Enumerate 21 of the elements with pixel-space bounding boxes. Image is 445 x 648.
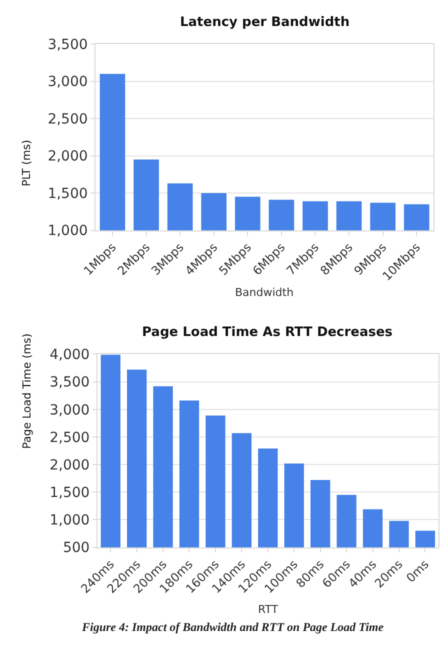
x-axis-title: Bandwidth xyxy=(235,286,294,299)
y-axis-title: Page Load Time (ms) xyxy=(20,333,34,449)
caption: Figure 4: Impact of Bandwidth and RTT on Page Load Time xyxy=(81,620,384,634)
y-axis-title: PLT (ms) xyxy=(20,140,33,186)
chart-title: Latency per Bandwidth xyxy=(180,15,350,30)
y-tick-label: 500 xyxy=(62,540,90,556)
y-tick-label: 1,000 xyxy=(48,223,88,240)
x-axis-title: RTT xyxy=(258,603,278,616)
y-tick-label: 2,500 xyxy=(48,111,88,128)
y-tick-label: 3,500 xyxy=(48,36,88,53)
y-tick-label: 1,500 xyxy=(48,186,88,202)
y-tick-label: 4,000 xyxy=(50,347,90,364)
y-tick-label: 2,500 xyxy=(50,430,90,446)
y-tick-label: 1,000 xyxy=(50,512,90,529)
y-tick-label: 1,500 xyxy=(50,485,90,502)
chart-title: Page Load Time As RTT Decreases xyxy=(142,325,393,340)
y-tick-label: 3,500 xyxy=(50,374,90,391)
y-tick-label: 2,000 xyxy=(48,148,88,165)
y-tick-label: 2,000 xyxy=(50,457,90,474)
y-tick-label: 3,000 xyxy=(48,74,88,90)
y-tick-label: 3,000 xyxy=(50,402,90,418)
